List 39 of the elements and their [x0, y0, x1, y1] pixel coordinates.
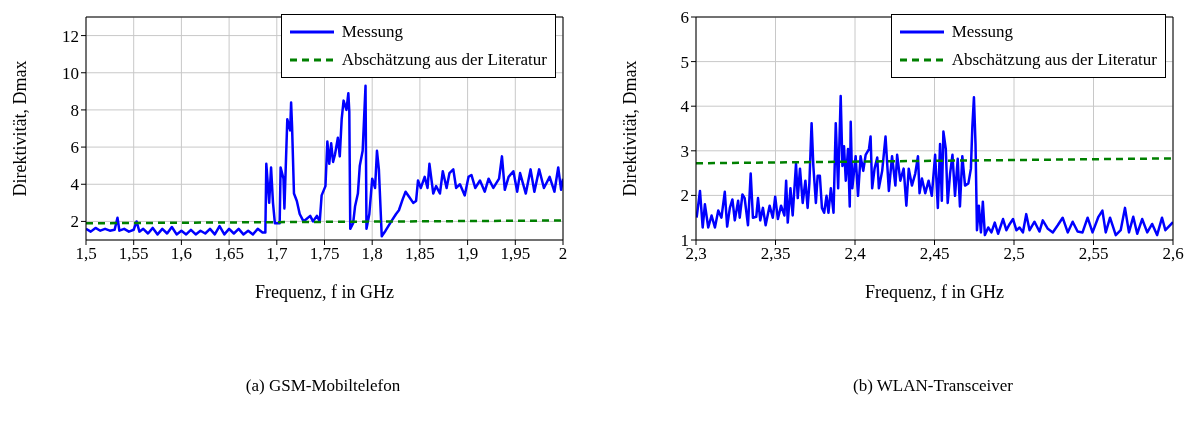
x-tick-label: 1,9	[456, 244, 479, 264]
x-tick-label: 2	[558, 244, 568, 264]
y-tick-label: 4	[70, 175, 80, 195]
x-axis-title: Frequenz, f in GHz	[865, 282, 1004, 302]
y-tick-label: 12	[62, 26, 79, 46]
y-tick-label: 6	[70, 138, 79, 158]
x-tick-label: 2,4	[844, 244, 867, 264]
x-tick-label: 2,6	[1162, 244, 1184, 264]
y-axis-title: Direktivität, Dmax	[10, 60, 31, 197]
legend-label: Messung	[951, 22, 1014, 42]
text: (a) GSM-Mobiltelefon	[244, 376, 402, 396]
x-axis-title: Frequenz, f in GHz	[255, 282, 394, 302]
legend-label: Abschätzung aus der Literatur	[951, 50, 1157, 70]
x-tick-label: 1,95	[500, 244, 531, 264]
legend-label: Abschätzung aus der Literatur	[341, 50, 547, 70]
y-tick-label: 3	[680, 141, 689, 161]
x-tick-label: 2,45	[919, 244, 950, 264]
y-tick-label: 5	[680, 52, 689, 72]
text: (b) WLAN-Transceiver	[851, 376, 1014, 396]
y-tick-label: 10	[62, 63, 79, 83]
x-tick-label: 1,65	[214, 244, 244, 264]
y-tick-label: 4	[680, 97, 690, 117]
x-tick-label: 1,6	[170, 244, 193, 264]
y-tick-label: 2	[70, 212, 79, 232]
x-tick-label: 2,5	[1003, 244, 1025, 264]
line-series	[696, 94, 1173, 237]
y-tick-label: 6	[680, 8, 689, 28]
x-tick-label: 1,7	[266, 244, 288, 264]
x-tick-label: 1,85	[405, 244, 435, 264]
legend-label: Messung	[341, 22, 404, 42]
y-tick-label: 8	[70, 100, 79, 120]
x-tick-label: 1,55	[118, 244, 149, 264]
x-tick-label: 1,75	[309, 244, 340, 264]
y-axis-title: Direktivität, Dmax	[620, 60, 641, 197]
x-tick-label: 2,35	[760, 244, 791, 264]
x-tick-label: 2,55	[1078, 244, 1109, 264]
x-tick-label: 1,8	[361, 244, 383, 264]
x-tick-label: 1,5	[75, 244, 97, 264]
y-tick-label: 2	[680, 186, 689, 206]
